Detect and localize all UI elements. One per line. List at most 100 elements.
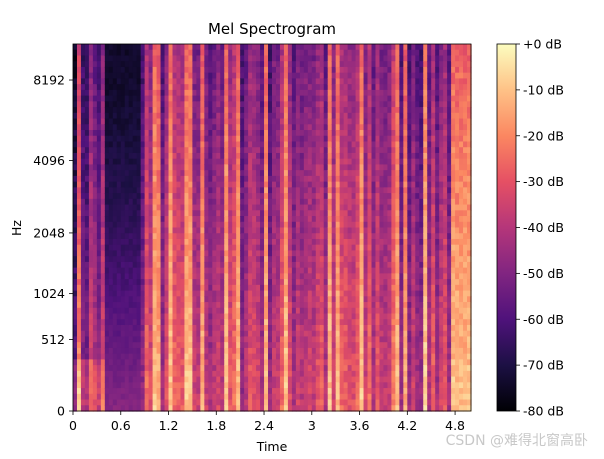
heatmap-cell [184, 359, 190, 366]
heatmap-cell [96, 353, 102, 360]
heatmap-cell [212, 118, 217, 125]
heatmap-cell [232, 336, 237, 343]
heatmap-cell [88, 347, 94, 355]
heatmap-cell [260, 388, 265, 395]
heatmap-cell [303, 353, 309, 360]
heatmap-cell [124, 256, 130, 263]
heatmap-cell [291, 273, 297, 280]
heatmap-cell [256, 233, 261, 240]
heatmap-cell [339, 256, 345, 263]
heatmap-cell [335, 382, 341, 389]
heatmap-cell [164, 170, 170, 177]
heatmap-cell [140, 55, 146, 62]
heatmap-cell [76, 324, 82, 332]
heatmap-cell [220, 147, 225, 154]
heatmap-cell [331, 284, 337, 292]
heatmap-cell [140, 256, 146, 263]
heatmap-cell [295, 198, 301, 206]
heatmap-cell [303, 198, 309, 206]
heatmap-cell [124, 95, 130, 102]
heatmap-cell [172, 347, 178, 355]
heatmap-cell [80, 233, 86, 240]
heatmap-cell [156, 204, 162, 211]
heatmap-cell [200, 55, 205, 62]
heatmap-cell [371, 49, 377, 57]
heatmap-cell [279, 112, 285, 120]
heatmap-cell [204, 198, 209, 206]
heatmap-cell [152, 227, 158, 234]
heatmap-cell [252, 365, 257, 372]
heatmap-cell [315, 342, 321, 349]
heatmap-cell [92, 135, 98, 143]
heatmap-cell [148, 330, 154, 338]
heatmap-cell [311, 279, 317, 286]
heatmap-cell [355, 307, 361, 315]
heatmap-cell [375, 290, 381, 297]
heatmap-cell [136, 250, 142, 257]
heatmap-cell [73, 307, 78, 315]
heatmap-cell [264, 342, 269, 349]
heatmap-cell [260, 72, 265, 79]
heatmap-cell [339, 141, 345, 148]
heatmap-cell [152, 193, 158, 200]
heatmap-cell [148, 324, 154, 332]
heatmap-cell [84, 313, 90, 320]
heatmap-cell [144, 170, 150, 177]
heatmap-cell [212, 107, 217, 114]
heatmap-cell [176, 147, 182, 154]
heatmap-cell [116, 198, 122, 206]
heatmap-cell [208, 399, 213, 406]
heatmap-cell [73, 370, 78, 378]
heatmap-cell [96, 89, 102, 97]
heatmap-cell [367, 370, 373, 378]
heatmap-cell [208, 330, 213, 338]
heatmap-cell [148, 61, 154, 68]
heatmap-cell [132, 359, 138, 366]
heatmap-cell [283, 181, 289, 188]
heatmap-cell [319, 152, 325, 160]
heatmap-cell [208, 89, 213, 97]
heatmap-cell [108, 307, 114, 315]
heatmap-cell [268, 175, 273, 183]
heatmap-cell [136, 198, 142, 206]
heatmap-cell [327, 393, 333, 401]
heatmap-cell [367, 130, 373, 137]
heatmap-cell [188, 244, 193, 252]
heatmap-cell [220, 152, 225, 160]
heatmap-cell [192, 330, 197, 338]
heatmap-cell [355, 216, 361, 223]
heatmap-cell [220, 330, 225, 338]
heatmap-cell [275, 152, 281, 160]
heatmap-cell [355, 388, 361, 395]
heatmap-cell [363, 84, 369, 91]
heatmap-cell [291, 238, 297, 246]
heatmap-cell [339, 55, 345, 62]
heatmap-cell [128, 107, 134, 114]
heatmap-cell [216, 302, 221, 309]
heatmap-cell [371, 267, 377, 274]
heatmap-cell [359, 147, 365, 154]
heatmap-cell [80, 347, 86, 355]
heatmap-cell [331, 130, 337, 137]
heatmap-cell [76, 365, 82, 372]
heatmap-cell [287, 256, 293, 263]
heatmap-cell [184, 347, 190, 355]
heatmap-cell [176, 267, 182, 274]
heatmap-cell [100, 347, 106, 355]
heatmap-cell [112, 101, 118, 108]
heatmap-cell [339, 347, 345, 355]
heatmap-cell [359, 175, 365, 183]
heatmap-cell [228, 284, 233, 292]
heatmap-cell [363, 135, 369, 143]
heatmap-cell [375, 95, 381, 102]
heatmap-cell [73, 170, 78, 177]
heatmap-cell [244, 284, 249, 292]
heatmap-cell [100, 187, 106, 194]
heatmap-cell [120, 44, 126, 51]
heatmap-cell [180, 313, 186, 320]
heatmap-cell [307, 296, 313, 303]
heatmap-cell [367, 112, 373, 120]
heatmap-cell [192, 244, 197, 252]
heatmap-cell [264, 193, 269, 200]
heatmap-cell [236, 233, 241, 240]
